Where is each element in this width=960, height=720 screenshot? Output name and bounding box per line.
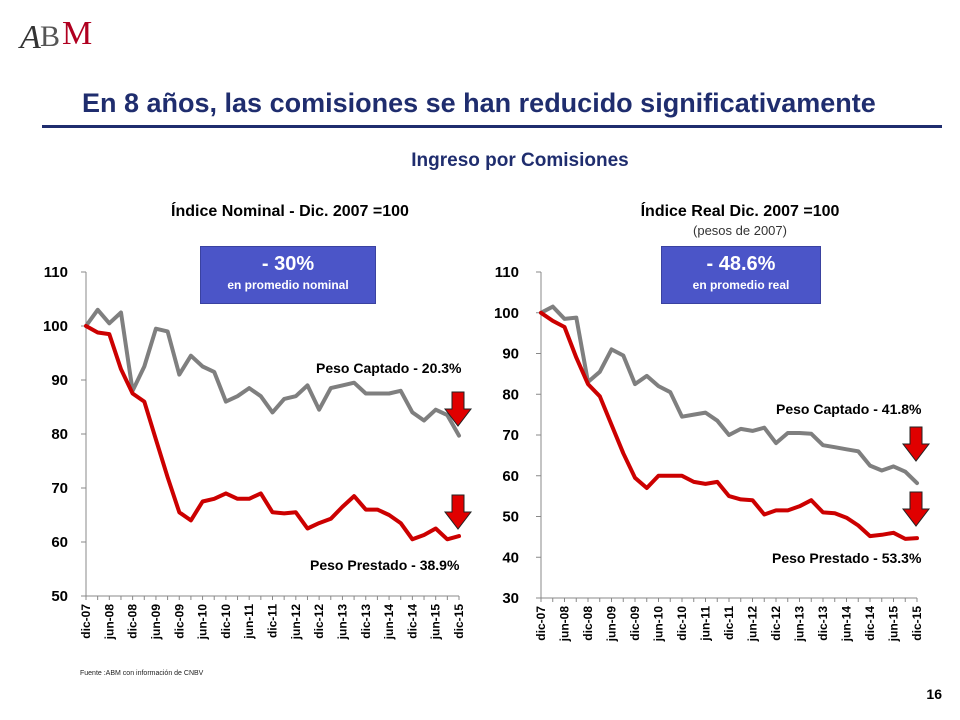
series-line-nominal-captado [84,307,461,438]
x-tick-label: jun-11 [699,606,713,642]
y-tick-label: 90 [51,372,68,389]
page-title: En 8 años, las comisiones se han reducid… [82,88,876,118]
y-tick-label: 100 [43,318,68,335]
annotation-real-prestado: Peso Prestado - 53.3% [772,550,922,566]
x-tick-label: jun-14 [382,604,396,641]
x-tick-label: dic-12 [312,604,326,639]
x-tick-label: dic-09 [628,606,642,641]
x-tick-label: jun-12 [746,606,760,643]
badge-real-value: - 48.6% [706,253,776,275]
series-line-real-prestado [539,310,919,541]
page-number: 16 [926,686,942,702]
x-tick-label: dic-11 [722,606,736,640]
x-tick-label: dic-08 [126,604,140,639]
badge-real-text: en promedio real [692,278,790,292]
abm-logo: A B M [18,15,92,56]
svg-text:B: B [40,20,60,53]
chart-subtitle-real: (pesos de 2007) [693,223,787,238]
y-tick-label: 100 [494,305,519,322]
chart-title-nominal: Índice Nominal - Dic. 2007 =100 [171,203,409,220]
annotation-real-captado: Peso Captado - 41.8% [776,401,922,417]
x-tick-label: dic-10 [675,606,689,641]
y-tick-label: 70 [51,480,68,497]
x-tick-label: dic-15 [910,606,924,641]
y-tick-label: 90 [502,346,519,363]
chart-title-real: Índice Real Dic. 2007 =100 [640,203,840,220]
badge-nominal-text: en promedio nominal [227,278,349,292]
x-tick-label: dic-12 [769,606,783,641]
x-tick-label: dic-07 [79,604,93,639]
x-tick-label: dic-13 [816,606,830,641]
y-tick-label: 40 [502,549,519,566]
x-tick-label: jun-09 [149,604,163,641]
x-tick-label: dic-08 [581,606,595,641]
x-tick-label: jun-15 [429,604,443,641]
x-tick-label: jun-15 [887,606,901,643]
x-tick-label: jun-12 [289,604,303,641]
x-tick-label: dic-09 [172,604,186,639]
x-tick-label: dic-13 [359,604,373,639]
series-line-real-captado [539,304,919,486]
x-tick-label: jun-13 [793,606,807,643]
svg-text:M: M [62,15,92,52]
x-tick-label: jun-11 [242,604,256,640]
down-arrow-icon [901,491,931,527]
title-rule [42,125,942,128]
x-tick-label: dic-14 [405,604,419,639]
x-tick-label: jun-10 [652,606,666,643]
x-tick-label: jun-08 [558,606,572,643]
y-tick-label: 110 [44,264,68,281]
series-line-nominal-prestado [84,324,461,542]
x-tick-label: jun-10 [196,604,210,641]
page-subtitle: Ingreso por Comisiones [411,150,629,171]
y-tick-label: 50 [51,588,68,605]
y-tick-label: 110 [495,264,519,281]
annotation-nominal-captado: Peso Captado - 20.3% [316,360,462,376]
y-tick-label: 30 [502,590,519,607]
svg-text:A: A [18,19,41,56]
down-arrow-icon [443,494,473,530]
x-tick-label: jun-13 [335,604,349,641]
y-tick-label: 70 [502,427,519,444]
y-tick-label: 80 [502,386,519,403]
down-arrow-icon [901,426,931,462]
y-tick-label: 50 [502,509,519,526]
badge-nominal: - 30% en promedio nominal [200,246,376,304]
x-tick-label: dic-11 [266,604,280,638]
x-tick-label: dic-07 [534,606,548,641]
y-tick-label: 60 [502,468,519,485]
x-tick-label: jun-09 [605,606,619,643]
down-arrow-icon [443,391,473,427]
badge-real: - 48.6% en promedio real [661,246,821,304]
badge-nominal-value: - 30% [261,253,315,275]
source-note: Fuente :ABM con información de CNBV [80,670,204,677]
x-tick-label: jun-14 [840,606,854,643]
y-tick-label: 80 [51,426,68,443]
x-tick-label: dic-10 [219,604,233,639]
x-tick-label: dic-15 [452,604,466,639]
y-tick-label: 60 [51,534,68,551]
x-tick-label: jun-08 [102,604,116,641]
annotation-nominal-prestado: Peso Prestado - 38.9% [310,557,460,573]
x-tick-label: dic-14 [863,606,877,641]
